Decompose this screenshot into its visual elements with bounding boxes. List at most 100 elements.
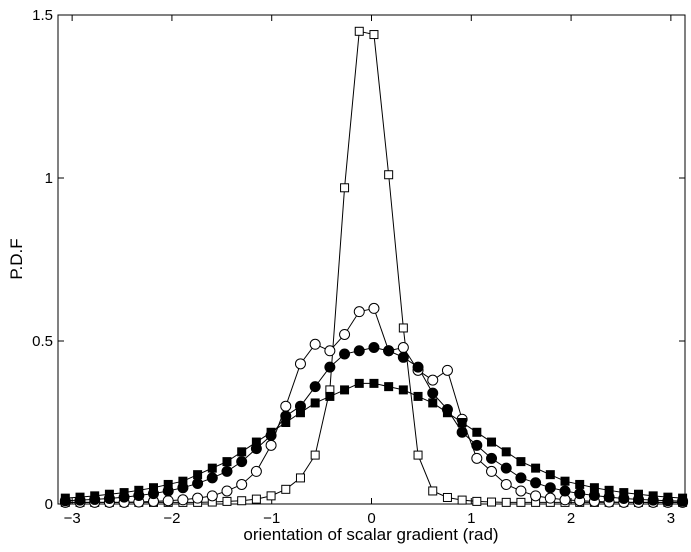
- data-point-filled-circle: [339, 348, 351, 360]
- x-tick-label: −1: [263, 510, 280, 527]
- data-point-open-circle: [530, 490, 542, 502]
- series-lines: [65, 30, 683, 503]
- x-tick-label: −3: [64, 510, 81, 527]
- data-point-filled-square: [633, 489, 643, 499]
- data-point-filled-circle: [206, 472, 218, 484]
- series-line-filled-square: [65, 382, 683, 499]
- data-point-filled-square: [472, 427, 482, 437]
- data-point-filled-square: [384, 382, 394, 392]
- series-line-filled-circle: [65, 347, 683, 502]
- data-point-filled-circle: [486, 452, 498, 464]
- data-point-filled-square: [501, 447, 511, 457]
- data-point-filled-square: [148, 483, 158, 493]
- data-point-filled-square: [193, 470, 203, 480]
- data-point-filled-circle: [353, 345, 365, 357]
- data-point-filled-square: [369, 378, 379, 388]
- data-point-filled-circle: [324, 361, 336, 373]
- data-point-filled-square: [295, 408, 305, 418]
- data-point-open-square: [237, 496, 247, 506]
- data-point-open-circle: [500, 478, 512, 490]
- data-point-filled-circle: [412, 361, 424, 373]
- data-point-open-square: [398, 323, 408, 333]
- y-tick-label: 0: [45, 496, 53, 513]
- data-point-filled-square: [398, 385, 408, 395]
- data-point-filled-circle: [236, 456, 248, 468]
- data-point-filled-square: [663, 492, 673, 502]
- data-point-filled-square: [310, 398, 320, 408]
- data-point-filled-circle: [221, 465, 233, 477]
- data-point-filled-square: [428, 398, 438, 408]
- series-line-open-circle: [65, 307, 683, 503]
- data-point-open-circle: [441, 364, 453, 376]
- data-point-filled-circle: [559, 485, 571, 497]
- data-point-open-circle: [265, 439, 277, 451]
- data-point-open-square: [442, 492, 452, 502]
- data-point-open-square: [310, 450, 320, 460]
- data-point-open-square: [516, 497, 526, 507]
- data-point-filled-square: [251, 437, 261, 447]
- data-point-filled-circle: [471, 439, 483, 451]
- x-tick-label: 2: [567, 510, 575, 527]
- data-point-open-circle: [221, 485, 233, 497]
- data-point-filled-circle: [574, 488, 586, 500]
- data-point-filled-square: [487, 437, 497, 447]
- data-point-open-circle: [236, 478, 248, 490]
- x-tick-label: 0: [367, 510, 375, 527]
- data-point-filled-square: [340, 385, 350, 395]
- data-point-open-square: [501, 497, 511, 507]
- data-point-open-square: [369, 30, 379, 40]
- data-point-filled-square: [604, 485, 614, 495]
- plot-frame: [57, 14, 686, 505]
- data-point-filled-square: [281, 418, 291, 427]
- data-point-filled-square: [575, 479, 585, 489]
- data-point-filled-square: [589, 483, 599, 493]
- data-point-filled-square: [531, 463, 541, 473]
- data-point-open-circle: [339, 328, 351, 340]
- data-point-filled-square: [237, 447, 247, 457]
- data-point-filled-circle: [397, 351, 409, 363]
- data-point-open-circle: [515, 485, 527, 497]
- x-tick-label: −2: [163, 510, 180, 527]
- data-point-filled-square: [207, 463, 217, 473]
- data-point-filled-square: [648, 491, 658, 501]
- data-point-filled-circle: [192, 477, 204, 489]
- y-tick-label: 1.5: [32, 7, 53, 24]
- data-point-open-square: [472, 496, 482, 506]
- data-point-filled-square: [560, 476, 570, 486]
- data-point-open-circle: [368, 302, 380, 314]
- data-point-filled-square: [516, 457, 526, 467]
- data-point-open-square: [281, 484, 291, 494]
- data-point-filled-square: [75, 492, 85, 502]
- data-point-open-square: [457, 495, 467, 505]
- data-point-filled-square: [119, 488, 129, 498]
- data-point-filled-square: [442, 408, 452, 418]
- data-point-open-square: [413, 450, 423, 460]
- data-point-open-circle: [353, 306, 365, 318]
- y-tick-label: 0.5: [32, 333, 53, 350]
- data-point-filled-circle: [530, 477, 542, 489]
- data-point-filled-square: [163, 479, 173, 489]
- data-point-filled-circle: [500, 462, 512, 474]
- data-point-open-circle: [471, 452, 483, 464]
- x-tick-label: 3: [667, 510, 675, 527]
- data-point-filled-square: [457, 418, 467, 427]
- data-point-open-square: [251, 494, 261, 504]
- data-point-filled-square: [413, 391, 423, 401]
- data-point-filled-circle: [456, 426, 468, 438]
- data-point-filled-square: [90, 491, 100, 501]
- data-point-open-square: [222, 496, 232, 506]
- y-axis-label: P.D.F: [7, 238, 26, 279]
- x-tick-label: 1: [467, 510, 475, 527]
- data-point-filled-square: [104, 489, 114, 499]
- data-point-filled-circle: [515, 472, 527, 484]
- data-point-filled-circle: [383, 345, 395, 357]
- data-point-filled-circle: [544, 482, 556, 494]
- data-point-open-square: [340, 183, 350, 193]
- data-point-filled-square: [178, 476, 188, 486]
- series-markers: [59, 26, 689, 508]
- data-point-open-square: [354, 26, 364, 36]
- data-point-filled-square: [545, 470, 555, 480]
- data-point-filled-square: [134, 485, 144, 495]
- data-point-filled-square: [678, 493, 688, 503]
- data-point-open-circle: [486, 465, 498, 477]
